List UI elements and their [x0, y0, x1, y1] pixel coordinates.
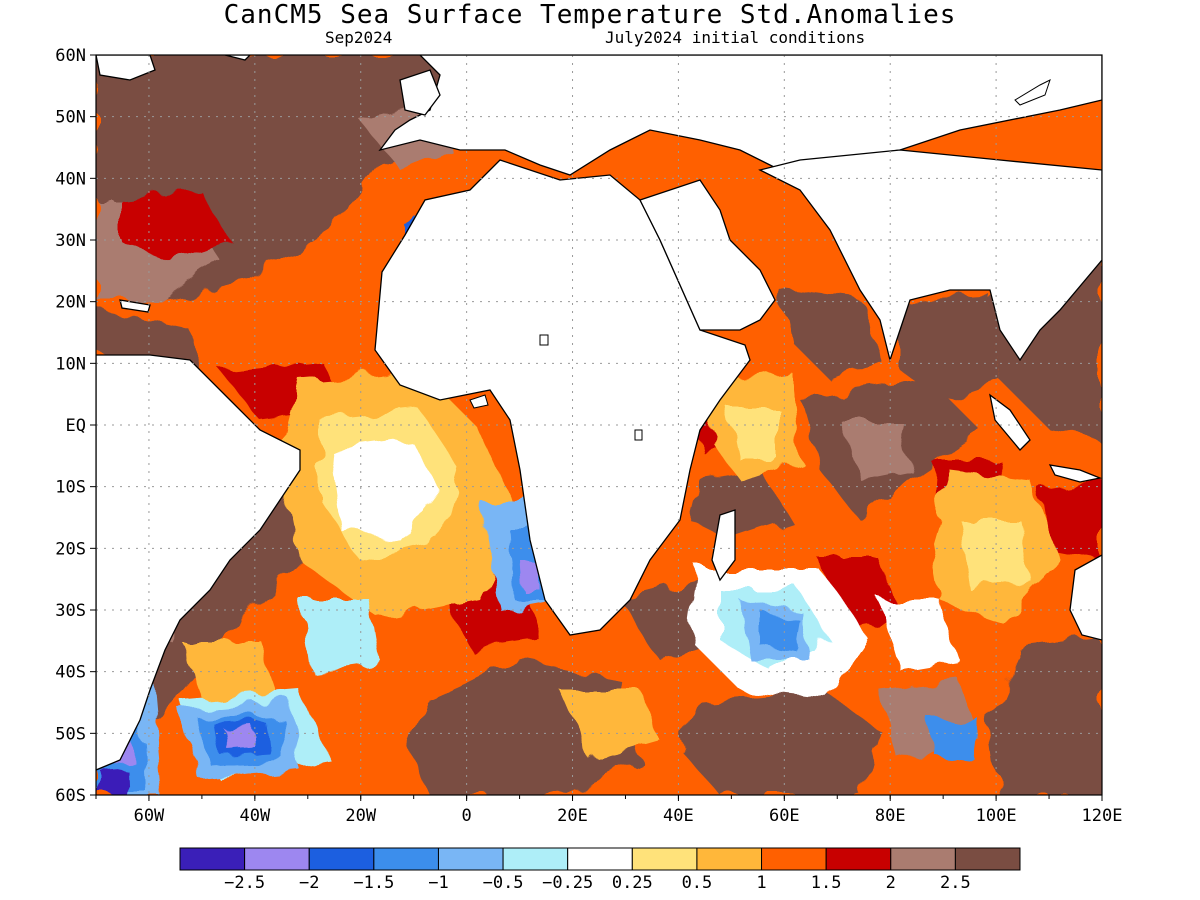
- colorbar-label: 2: [886, 873, 896, 893]
- chart-title: CanCM5 Sea Surface Temperature Std.Anoma…: [223, 0, 957, 30]
- lat-tick-label: 60S: [55, 786, 86, 806]
- lat-tick-label: 30N: [55, 231, 86, 251]
- colorbar-label: −1: [428, 873, 448, 893]
- colorbar-swatch: [179, 847, 246, 871]
- lat-tick-label: 10S: [55, 478, 86, 498]
- lat-tick-label: 30S: [55, 601, 86, 621]
- colorbar-swatch: [502, 847, 569, 871]
- colorbar-label: −0.5: [483, 873, 524, 893]
- lon-tick-label: 40W: [239, 806, 270, 826]
- colorbar-label: −2.5: [224, 873, 265, 893]
- lat-tick-label: 40S: [55, 663, 86, 683]
- lon-tick-label: 60W: [134, 806, 165, 826]
- colorbar-swatch: [761, 847, 827, 871]
- lon-tick-label: 60E: [769, 806, 800, 826]
- lon-tick-label: 100E: [976, 806, 1017, 826]
- lat-tick-label: 40N: [55, 169, 86, 189]
- ocean-anomaly-field: [96, 55, 1102, 795]
- lon-tick-label: 20W: [345, 806, 376, 826]
- colorbar-swatch: [631, 847, 698, 871]
- colorbar-label: −1.5: [353, 873, 394, 893]
- initial-conditions: July2024 initial conditions: [605, 28, 866, 47]
- axis-ticks: 60N 50N 40N 30N 20N 10N EQ 10S 20S 30S 40S 50S 60S 60…: [55, 46, 1122, 826]
- colorbar-swatch: [308, 847, 375, 871]
- lat-tick-label: 60N: [55, 46, 86, 66]
- colorbar: −2.5 −2 −1.5 −1 −0.5 −0.25 0.25 0.5 1 1.5 2 2.5: [179, 847, 1021, 893]
- colorbar-swatch: [373, 847, 439, 871]
- colorbar-label: 0.5: [682, 873, 713, 893]
- lat-tick-label: 20S: [55, 539, 86, 559]
- forecast-month: Sep2024: [325, 28, 393, 47]
- colorbar-swatch: [954, 847, 1021, 871]
- lat-tick-label: 50N: [55, 108, 86, 128]
- graticule: [96, 55, 1102, 795]
- colorbar-label: 0.25: [612, 873, 653, 893]
- lat-tick-label: 10N: [55, 354, 86, 374]
- colorbar-swatch: [825, 847, 892, 871]
- lat-tick-label: 20N: [55, 293, 86, 313]
- colorbar-label: 1.5: [811, 873, 842, 893]
- colorbar-label: −0.25: [542, 873, 593, 893]
- lon-tick-label: 20E: [557, 806, 588, 826]
- colorbar-label: 2.5: [940, 873, 971, 893]
- lon-tick-label: 40E: [663, 806, 694, 826]
- lat-tick-label: EQ: [66, 416, 86, 436]
- colorbar-swatch: [567, 847, 633, 871]
- land-masses: [96, 55, 1102, 771]
- colorbar-label: −2: [299, 873, 319, 893]
- colorbar-swatch: [696, 847, 763, 871]
- lon-tick-label: 80E: [875, 806, 906, 826]
- colorbar-label: 1: [756, 873, 766, 893]
- colorbar-swatch: [437, 847, 504, 871]
- colorbar-swatch: [244, 847, 310, 871]
- lon-tick-label: 120E: [1082, 806, 1123, 826]
- lon-tick-label: 0: [462, 806, 472, 826]
- colorbar-swatch: [890, 847, 956, 871]
- lat-tick-label: 50S: [55, 724, 86, 744]
